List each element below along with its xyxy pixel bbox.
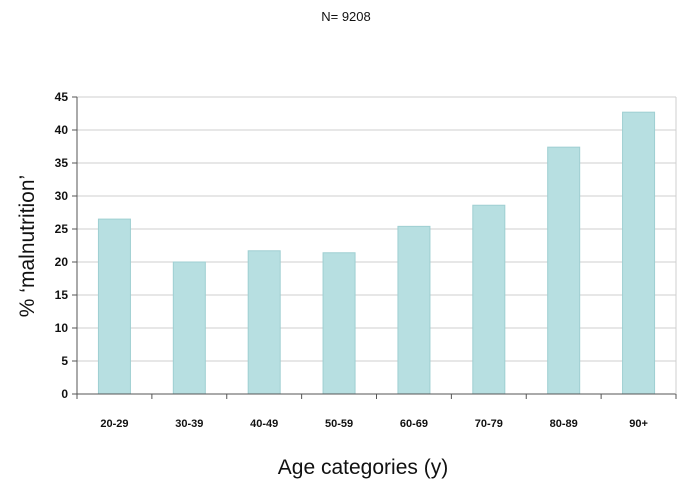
x-tick-label: 90+	[629, 418, 648, 430]
bar-50-59	[322, 252, 356, 395]
bar-70-79	[472, 204, 506, 395]
bar-80-89	[547, 146, 581, 395]
y-tick-label: 40	[55, 123, 69, 137]
chart-title: N= 9208	[321, 9, 371, 24]
x-tick-label: 80-89	[550, 418, 578, 430]
bars	[97, 111, 656, 395]
x-tick-label: 60-69	[400, 418, 428, 430]
x-tick-label: 50-59	[325, 418, 353, 430]
y-tick-label: 20	[55, 255, 69, 269]
y-tick-label: 15	[55, 288, 69, 302]
y-tick-label: 35	[55, 156, 69, 170]
x-tick-label: 40-49	[250, 418, 278, 430]
y-tick-labels: 0 5 10 15 20 25 30 35 40 45	[55, 90, 69, 401]
y-tick-label: 25	[55, 222, 69, 236]
x-tick-label: 20-29	[100, 418, 128, 430]
x-tick-label: 70-79	[475, 418, 503, 430]
bar-40-49	[247, 250, 281, 395]
y-tick-label: 5	[61, 354, 68, 368]
bar-60-69	[397, 225, 431, 395]
bar-20-29	[97, 218, 131, 395]
bar-30-39	[172, 261, 206, 395]
x-tick-labels: 20-29 30-39 40-49 50-59 60-69 70-79 80-89 90+	[100, 418, 648, 430]
y-tick-label: 0	[61, 387, 68, 401]
y-axis-label: % ‘malnutrition’	[16, 175, 39, 317]
gridlines	[77, 96, 676, 362]
y-tick-label: 45	[55, 90, 69, 104]
x-axis-label: Age categories (y)	[278, 456, 448, 479]
x-tick-label: 30-39	[175, 418, 203, 430]
axes	[72, 96, 677, 399]
bar-90+	[622, 111, 656, 395]
y-tick-label: 10	[55, 321, 69, 335]
y-tick-label: 30	[55, 189, 69, 203]
